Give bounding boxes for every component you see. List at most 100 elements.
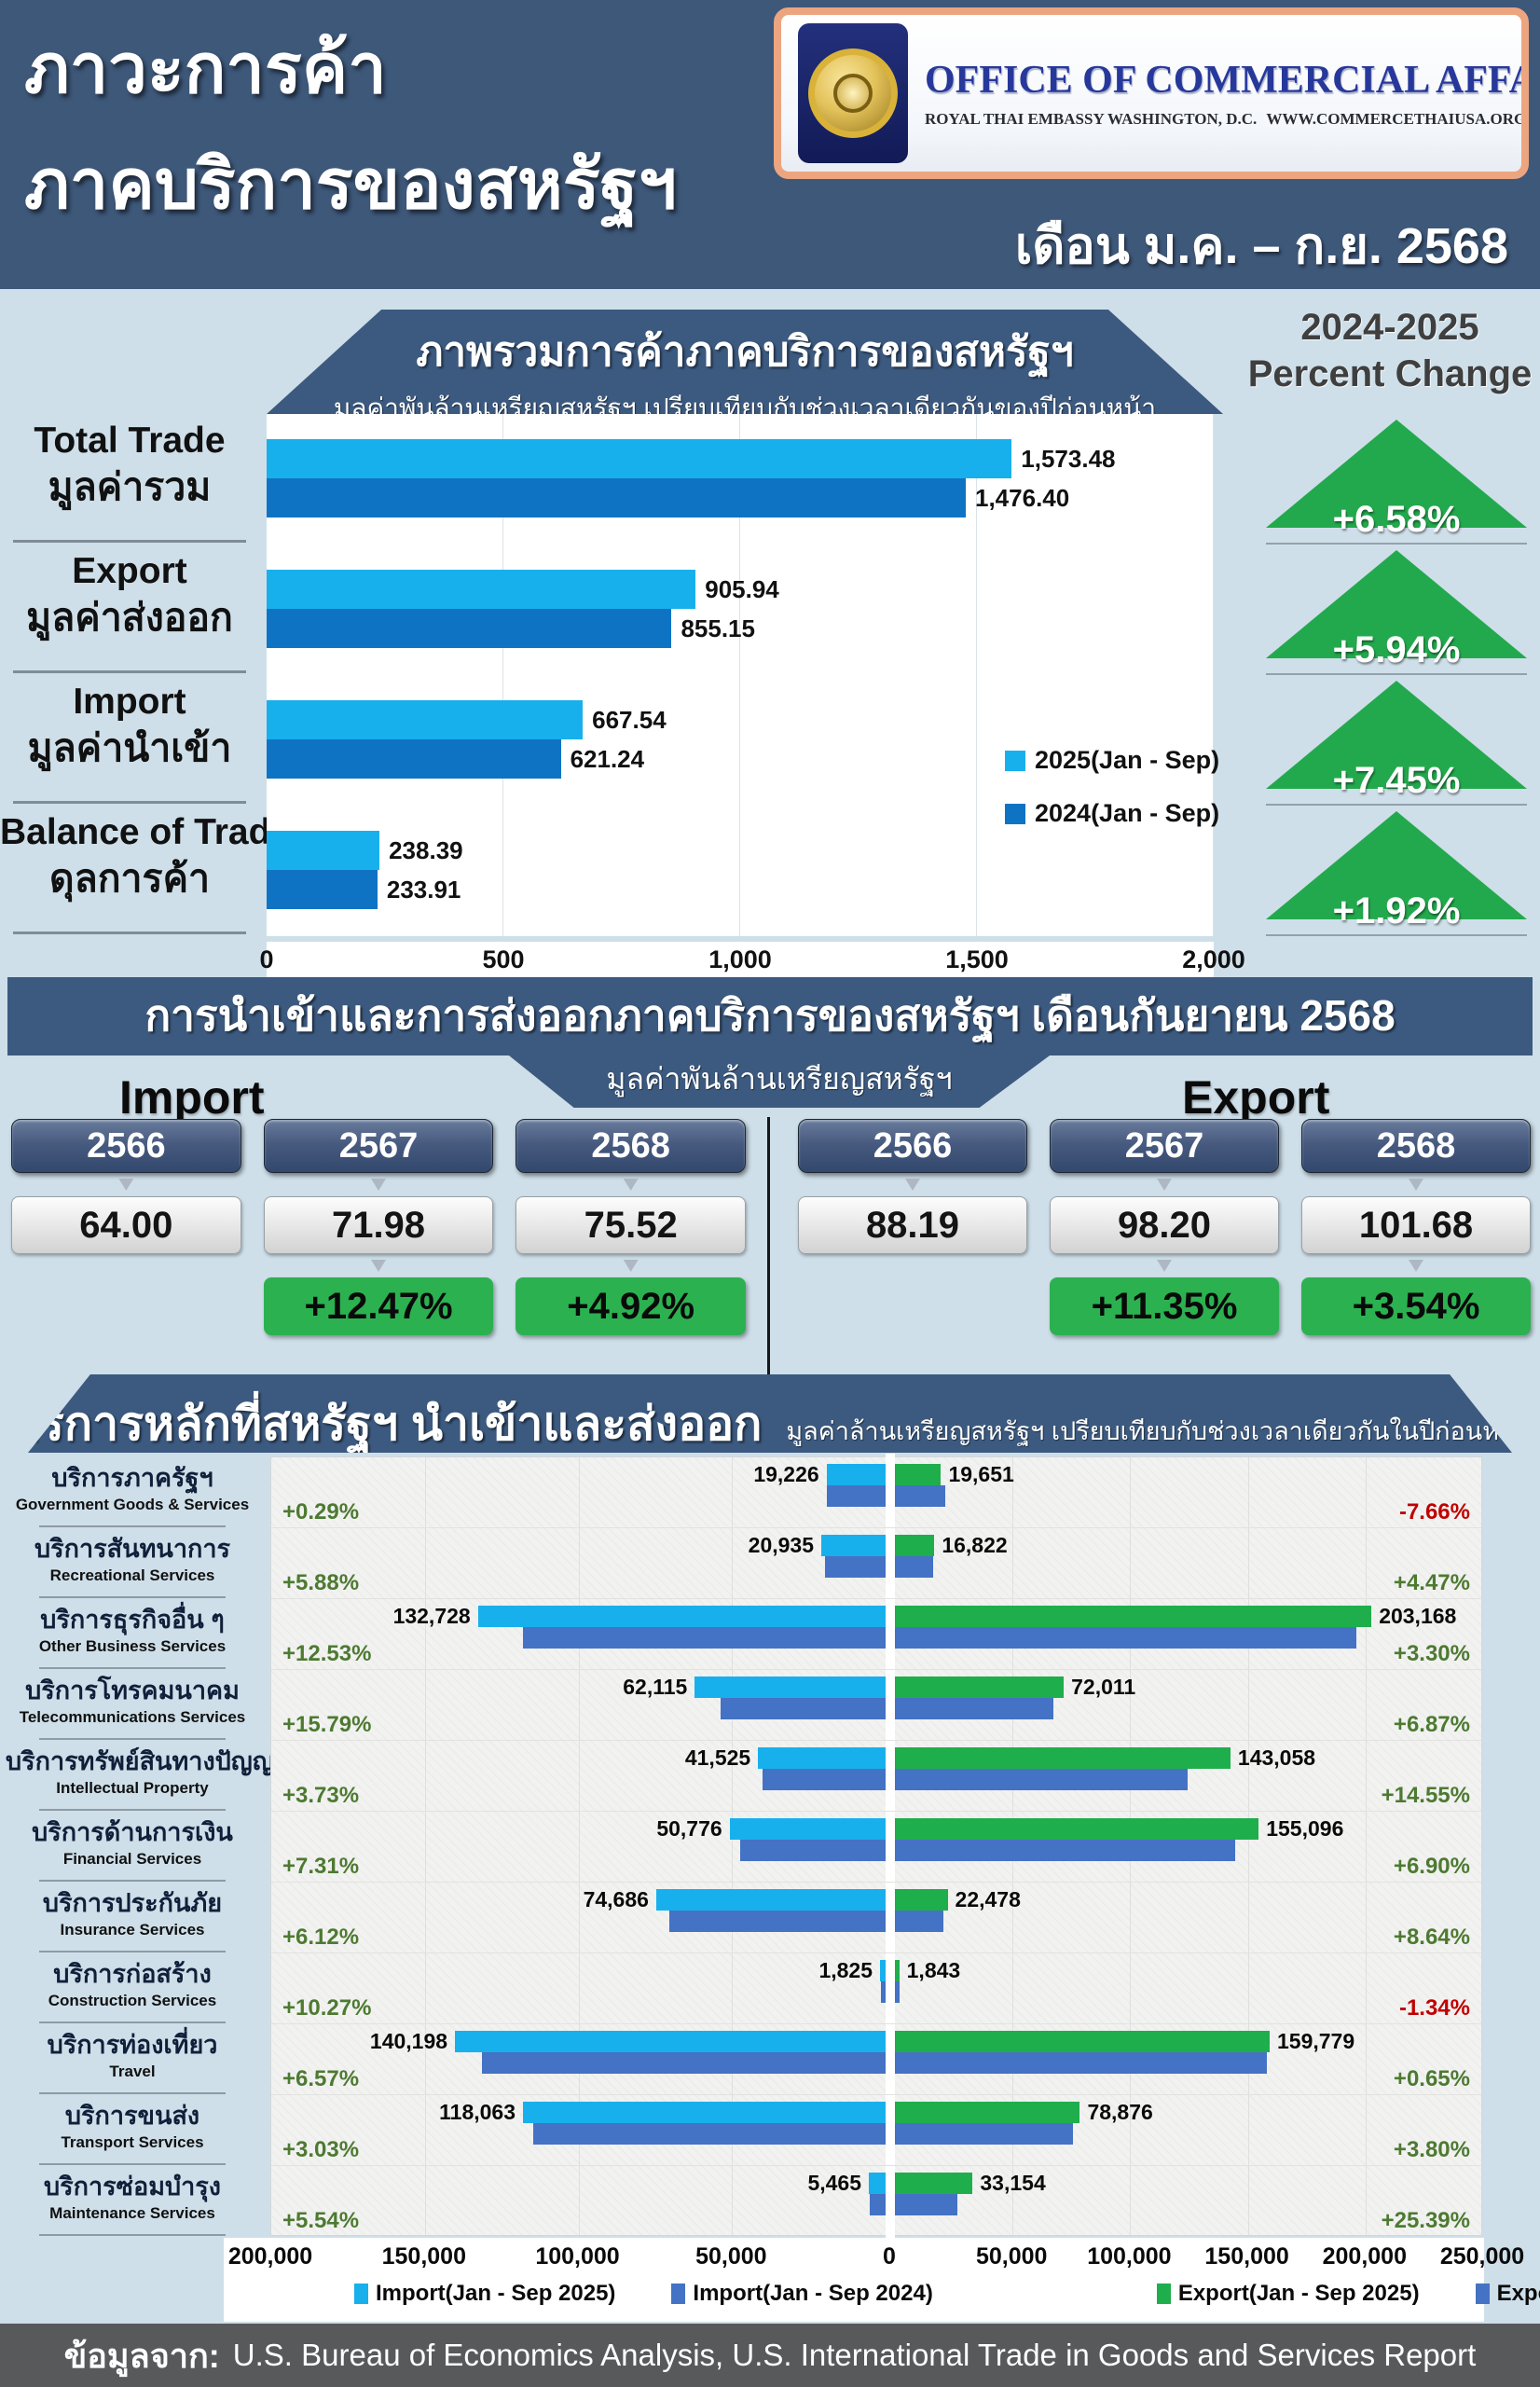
value-box: 101.68: [1301, 1196, 1531, 1254]
services-banner: บริการหลักที่สหรัฐฯ นำเข้าและส่งออก มูลค…: [28, 1374, 1512, 1453]
change-value: +5.94%: [1332, 629, 1461, 670]
category-en: Insurance Services: [60, 1921, 205, 1939]
export-bar-2024: [895, 1981, 900, 2003]
export-value: 155,096: [1266, 1816, 1344, 1841]
import-change: +6.57%: [282, 2066, 360, 2091]
legend-swatch-icon: [1156, 2284, 1171, 2304]
export-value: 203,168: [1379, 1604, 1457, 1628]
service-bar-row: 20,935 +5.88% 16,822 +4.47%: [271, 1528, 1481, 1599]
x-tick-label: 250,000: [1439, 2243, 1525, 2270]
service-bar-row: 5,465 +5.54% 33,154 +25.39%: [271, 2166, 1481, 2237]
change-box: +11.35%: [1050, 1277, 1279, 1335]
export-change: +4.47%: [1393, 1570, 1470, 1595]
export-bar-2025: [895, 1960, 900, 1981]
bar-2025: [267, 831, 380, 870]
row-label-en: Export: [72, 551, 187, 591]
export-half: 159,779 +0.65%: [895, 2024, 1481, 2095]
source-text: U.S. Bureau of Economics Analysis, U.S. …: [232, 2338, 1477, 2372]
page-title-line2: ภาคบริการของสหรัฐฯ: [24, 145, 677, 223]
export-value: 159,779: [1276, 2029, 1355, 2053]
import-value: 50,776: [656, 1816, 722, 1841]
percent-change-label: Percent Change: [1247, 353, 1533, 394]
import-change: +15.79%: [282, 1712, 372, 1737]
category-en: Government Goods & Services: [15, 1496, 250, 1514]
gridline: [732, 1457, 734, 2235]
overview-banner: ภาพรวมการค้าภาคบริการของสหรัฐฯ มูลค่าพัน…: [267, 310, 1223, 414]
x-tick-label: 0: [883, 2243, 896, 2270]
service-category-label: บริการก่อสร้าง Construction Services: [6, 1952, 259, 2023]
gridline: [976, 414, 977, 936]
legend-label: Import(Jan - Sep 2024): [693, 2281, 933, 2306]
import-change: +5.88%: [282, 1570, 360, 1595]
category-en: Construction Services: [48, 1992, 217, 2010]
year-chip: 2567: [263, 1119, 494, 1173]
row-divider: [13, 670, 246, 673]
export-bar-2024: [895, 1911, 944, 1932]
overview-row-label: Total Trade มูลค่ารวม: [0, 414, 259, 545]
legend-item: Export(Jan - Sep 2025): [1156, 2281, 1420, 2307]
year-chip: 2567: [1050, 1119, 1279, 1173]
gridline: [502, 414, 503, 936]
change-cell: +7.45%: [1260, 675, 1533, 806]
cell-divider: [1266, 673, 1527, 675]
connector-arrow-icon: [1157, 1260, 1172, 1272]
service-bar-row: 74,686 +6.12% 22,478 +8.64%: [271, 1883, 1481, 1953]
monthly-column: 2566 88.19: [798, 1119, 1027, 1335]
export-bar-2025: [895, 1606, 1372, 1627]
gold-ring-icon: [808, 48, 898, 138]
connector-arrow-icon: [1409, 1260, 1423, 1272]
overview-x-axis: 0 500 1,000 1,500 2,000: [259, 942, 1245, 979]
service-category-label: บริการทรัพย์สินทางปัญญา Intellectual Pro…: [6, 1740, 288, 1811]
export-value: 16,822: [942, 1533, 1008, 1557]
value-2024: 1,476.40: [975, 483, 1070, 512]
export-change: +6.87%: [1393, 1712, 1470, 1737]
category-divider: [39, 2092, 226, 2094]
category-divider: [39, 1667, 226, 1669]
connector-arrow-icon: [623, 1179, 639, 1191]
change-value: +6.58%: [1332, 499, 1461, 540]
overview-row-labels: Total Trade มูลค่ารวม Export มูลค่าส่งออ…: [0, 414, 291, 936]
legend-label: Import(Jan - Sep 2025): [376, 2281, 616, 2306]
export-bar-2024: [895, 2052, 1268, 2074]
service-category-label: บริการซ่อมบำรุง Maintenance Services: [6, 2165, 259, 2236]
export-change: +6.90%: [1393, 1854, 1470, 1879]
monthly-column: 2567 71.98 +12.47%: [263, 1119, 494, 1335]
change-cell: +5.94%: [1260, 545, 1533, 675]
value-box: 98.20: [1050, 1196, 1279, 1254]
import-half: 1,825 +10.27%: [271, 1953, 886, 2024]
import-bar-2025: [694, 1676, 886, 1698]
bar-2024: [267, 870, 378, 909]
services-title: บริการหลักที่สหรัฐฯ นำเข้าและส่งออก: [9, 1398, 763, 1450]
import-change: +3.03%: [282, 2137, 360, 2162]
category-th: บริการท่องเที่ยว: [47, 2031, 218, 2059]
export-change: +0.65%: [1393, 2066, 1470, 2091]
export-bar-2024: [895, 2123, 1074, 2145]
bar-2024: [267, 478, 966, 517]
import-value: 74,686: [583, 1887, 649, 1911]
change-value: +7.45%: [1332, 760, 1461, 801]
monthly-import-heading: Import: [119, 1071, 265, 1124]
import-value: 140,198: [369, 2029, 448, 2053]
x-tick-label: 200,000: [1322, 2243, 1407, 2270]
connector-arrow-icon: [1409, 1179, 1423, 1191]
services-category-labels: บริการภาครัฐฯ Government Goods & Service…: [6, 1456, 288, 2236]
bar-2025-line: 905.94: [267, 570, 1214, 609]
bar-2025: [267, 700, 584, 739]
import-value: 132,728: [392, 1604, 471, 1628]
change-box: +4.92%: [516, 1277, 747, 1335]
export-bar-2025: [895, 2102, 1080, 2123]
value-2025: 905.94: [705, 574, 779, 603]
x-tick-label: 150,000: [1204, 2243, 1289, 2270]
category-divider: [39, 1738, 226, 1740]
legend-label: Export(Jan - Sep 2025): [1177, 2281, 1420, 2306]
bar-2024-line: 1,476.40: [267, 478, 1214, 517]
export-value: 1,843: [906, 1958, 961, 1982]
monthly-export-heading: Export: [1182, 1071, 1330, 1124]
row-label-en: Import: [73, 682, 186, 722]
export-bar-2025: [895, 1889, 948, 1911]
bar-2025: [267, 439, 1012, 478]
row-divider: [13, 931, 246, 934]
monthly-divider: [767, 1117, 770, 1386]
legend-swatch-icon: [1005, 803, 1025, 824]
import-bar-2024: [523, 1627, 886, 1649]
